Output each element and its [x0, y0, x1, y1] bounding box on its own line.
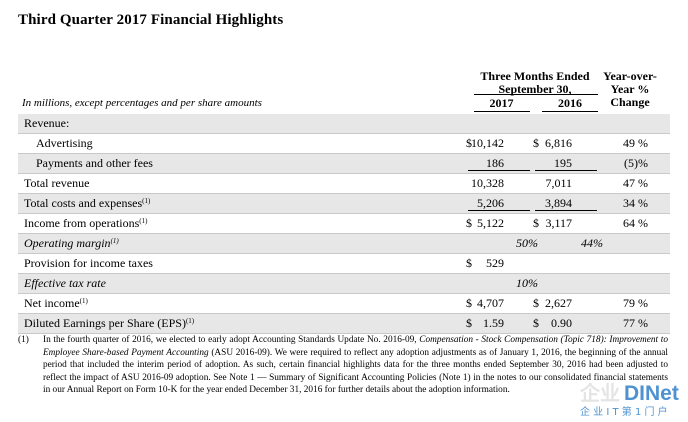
- svg-text:企业: 企业: [579, 381, 620, 405]
- subtotal-rule: [535, 170, 597, 171]
- footnote-number: (1): [18, 335, 29, 345]
- yoy-line-2: Year %: [610, 82, 650, 96]
- yoy-change: 79 %: [623, 296, 648, 310]
- value-2016: 7,011: [545, 176, 572, 190]
- row-label: Advertising: [36, 136, 93, 150]
- yoy-change: 34 %: [623, 196, 648, 210]
- percent-2017: 50%: [516, 236, 538, 250]
- yoy-change: 47 %: [623, 176, 648, 190]
- financial-table: Revenue: Advertising $ 10,142 $ 6,816 49…: [18, 114, 670, 334]
- row-label: Total revenue: [24, 176, 90, 190]
- year-2017-rule: [474, 111, 530, 112]
- value-2016: 0.90: [551, 316, 572, 330]
- subtotal-rule: [468, 210, 530, 211]
- yoy-change: 49 %: [623, 136, 648, 150]
- three-months-label: Three Months Ended: [480, 69, 590, 83]
- row-label: Net income(1): [24, 296, 88, 310]
- row-label: Total costs and expenses(1): [24, 196, 151, 210]
- value-2017: 4,707: [477, 296, 504, 310]
- dollar-sign: $: [533, 216, 539, 230]
- table-row: Provision for income taxes $ 529: [18, 254, 670, 274]
- dollar-sign: $: [466, 316, 472, 330]
- value-2016: 6,816: [545, 136, 572, 150]
- value-2017: 5,122: [477, 216, 504, 230]
- yoy-header: Year-over- Year % Change: [601, 70, 659, 109]
- dollar-sign: $: [533, 136, 539, 150]
- footnote-ref: (1): [79, 297, 88, 305]
- table-row: Net income(1) $ 4,707 $ 2,627 79 %: [18, 294, 670, 314]
- period-label: September 30,: [498, 82, 572, 96]
- dollar-sign: $: [466, 256, 472, 270]
- header-rule: [474, 94, 598, 95]
- value-2017: 1.59: [483, 316, 504, 330]
- value-2016: 3,117: [545, 216, 572, 230]
- table-row: Operating margin(1) 50% 44%: [18, 234, 670, 254]
- value-2017: 10,142: [471, 136, 504, 150]
- yoy-change: 77 %: [623, 316, 648, 330]
- dollar-sign: $: [466, 296, 472, 310]
- yoy-line-1: Year-over-: [603, 69, 657, 83]
- watermark-brand: DINet: [624, 382, 679, 405]
- value-2017: 10,328: [471, 176, 504, 190]
- value-2016: 3,894: [545, 196, 572, 210]
- table-row: Revenue:: [18, 114, 670, 134]
- value-2016: 2,627: [545, 296, 572, 310]
- table-row: Diluted Earnings per Share (EPS)(1) $ 1.…: [18, 314, 670, 334]
- yoy-change: (5)%: [624, 156, 648, 170]
- footnote-ref: (1): [110, 237, 119, 245]
- value-2017: 529: [486, 256, 504, 270]
- table-caption: In millions, except percentages and per …: [22, 97, 262, 109]
- percent-2016: 44%: [581, 236, 603, 250]
- row-label: Operating margin(1): [24, 236, 119, 250]
- footnote-ref: (1): [185, 317, 195, 325]
- dollar-sign: $: [533, 296, 539, 310]
- row-label: Revenue:: [24, 116, 70, 130]
- table-row: Advertising $ 10,142 $ 6,816 49 %: [18, 134, 670, 154]
- value-2016: 195: [554, 156, 572, 170]
- row-label: Income from operations(1): [24, 216, 148, 230]
- row-label: Diluted Earnings per Share (EPS)(1): [24, 316, 195, 330]
- value-2017: 186: [486, 156, 504, 170]
- dollar-sign: $: [466, 136, 472, 150]
- year-2017-header: 2017: [489, 96, 514, 110]
- table-row: Total costs and expenses(1) 5,206 3,894 …: [18, 194, 670, 214]
- table-row: Effective tax rate 10%: [18, 274, 670, 294]
- value-2017: 5,206: [477, 196, 504, 210]
- subtotal-rule: [535, 210, 597, 211]
- subtotal-rule: [468, 170, 530, 171]
- dinet-watermark-logo: 企业 DINet 企 业 I T 第 1 门 户: [579, 381, 679, 418]
- footnote-ref: (1): [142, 197, 151, 205]
- yoy-change: 64 %: [623, 216, 648, 230]
- dollar-sign: $: [466, 216, 472, 230]
- page-title: Third Quarter 2017 Financial Highlights: [18, 12, 284, 28]
- percent-2017: 10%: [516, 276, 538, 290]
- table-row: Total revenue 10,328 7,011 47 %: [18, 174, 670, 194]
- table-row: Payments and other fees 186 195 (5)%: [18, 154, 670, 174]
- row-label: Effective tax rate: [24, 276, 106, 290]
- table-row: Income from operations(1) $ 5,122 $ 3,11…: [18, 214, 670, 234]
- yoy-line-3: Change: [610, 95, 650, 109]
- footnote: (1) In the fourth quarter of 2016, we el…: [18, 334, 668, 397]
- year-2016-header: 2016: [558, 96, 582, 110]
- row-label: Payments and other fees: [36, 156, 153, 170]
- row-label: Provision for income taxes: [24, 256, 153, 270]
- year-2016-rule: [542, 111, 598, 112]
- watermark-subtitle: 企 业 I T 第 1 门 户: [580, 405, 668, 418]
- dollar-sign: $: [533, 316, 539, 330]
- three-months-header: Three Months Ended September 30,: [470, 70, 600, 96]
- footnote-ref: (1): [139, 217, 148, 225]
- footnote-text: In the fourth quarter of 2016, we electe…: [43, 335, 669, 396]
- footnote-italic: Compensation - Stock Compensation (Topic…: [43, 335, 669, 358]
